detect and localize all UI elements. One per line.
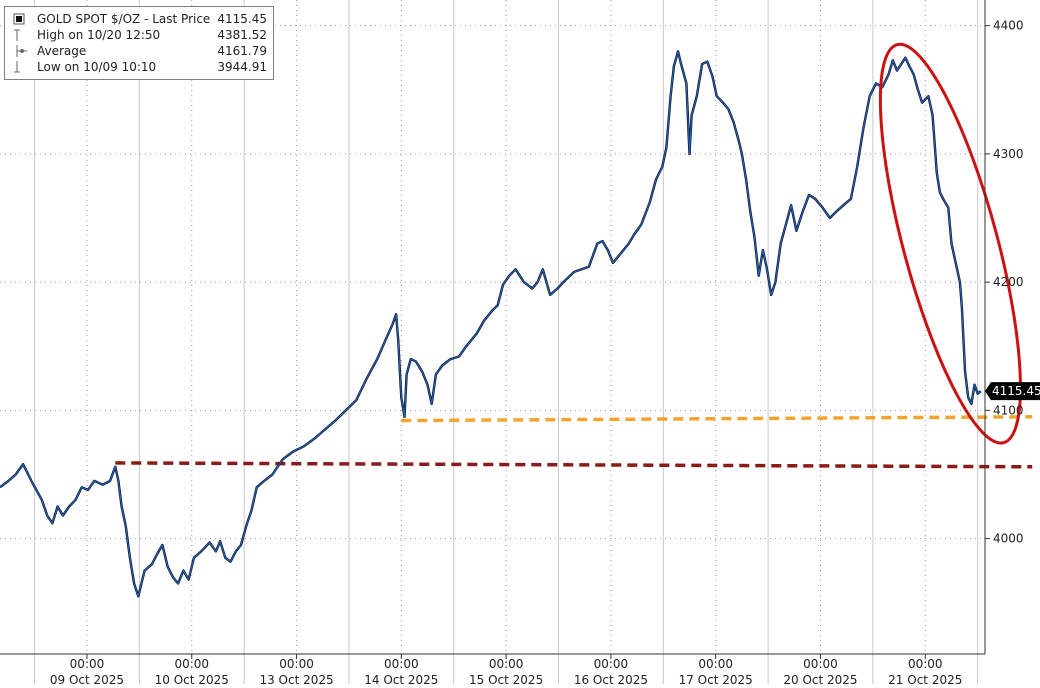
y-tick-label: 4100: [993, 403, 1024, 417]
y-tick-label: 4400: [993, 19, 1024, 33]
legend-value: 4161.79: [217, 44, 267, 58]
last-price-tag: 4115.45: [985, 382, 1040, 401]
dashed-level-line: [401, 415, 1033, 423]
legend-entry-average: Average 4161.79: [11, 43, 267, 59]
y-tick-label: 4000: [993, 532, 1024, 546]
x-tick-time: 00:00: [594, 657, 629, 671]
last-price-tag-bg: [985, 382, 1040, 401]
x-tick-date: 09 Oct 2025: [50, 673, 124, 687]
x-tick-time: 00:00: [803, 657, 838, 671]
x-tick-date: 15 Oct 2025: [469, 673, 543, 687]
legend-entry-high: High on 10/20 12:50 4381.52: [11, 27, 267, 43]
high-marker-icon: [14, 29, 20, 41]
x-tick-time: 00:00: [174, 657, 209, 671]
price-line-shadow: [0, 50, 982, 598]
grid-lines: [0, 0, 985, 684]
support-lines: [115, 415, 1033, 469]
legend-value: 3944.91: [217, 60, 267, 74]
x-tick-date: 20 Oct 2025: [783, 673, 857, 687]
x-tick-time: 00:00: [384, 657, 419, 671]
legend-value: 4115.45: [217, 12, 267, 26]
legend-value: 4381.52: [217, 28, 267, 42]
annotations: [878, 42, 1022, 445]
legend-label: Average: [37, 44, 87, 58]
y-tick-label: 4200: [993, 275, 1024, 289]
legend-label: Low on 10/09 10:10: [37, 60, 157, 74]
legend-entry-last-price: GOLD SPOT $/OZ - Last Price 4115.45: [11, 11, 267, 27]
x-tick-time: 00:00: [489, 657, 524, 671]
legend-label: GOLD SPOT $/OZ - Last Price: [37, 12, 211, 26]
chart-legend: GOLD SPOT $/OZ - Last Price 4115.45 High…: [4, 6, 274, 80]
legend-entry-low: Low on 10/09 10:10 3944.91: [11, 59, 267, 75]
x-tick-time: 00:00: [279, 657, 314, 671]
x-tick-date: 17 Oct 2025: [679, 673, 753, 687]
x-tick-date: 14 Oct 2025: [364, 673, 438, 687]
x-tick-date: 10 Oct 2025: [155, 673, 229, 687]
price-line: [0, 50, 982, 597]
y-tick-label: 4300: [993, 147, 1024, 161]
legend-label: High on 10/20 12:50: [37, 28, 161, 42]
x-axis: 00:00 09 Oct 2025 00:00 10 Oct 2025 00:00 13 …: [0, 653, 985, 687]
dashed-level-line: [115, 461, 1033, 469]
highlight-ellipse: [878, 42, 1022, 445]
x-tick-time: 00:00: [70, 657, 105, 671]
x-tick-time: 00:00: [908, 657, 943, 671]
x-tick-date: 16 Oct 2025: [574, 673, 648, 687]
low-marker-icon: [14, 61, 20, 73]
x-tick-date: 13 Oct 2025: [259, 673, 333, 687]
average-marker-icon: [16, 45, 27, 57]
candlestick-square-icon: [13, 13, 25, 25]
y-axis: 4000 4100 4200 4300 4400: [984, 0, 1024, 654]
price-series: [0, 50, 982, 598]
last-price-value: 4115.45: [992, 384, 1040, 398]
x-tick-date: 21 Oct 2025: [888, 673, 962, 687]
x-tick-time: 00:00: [698, 657, 733, 671]
